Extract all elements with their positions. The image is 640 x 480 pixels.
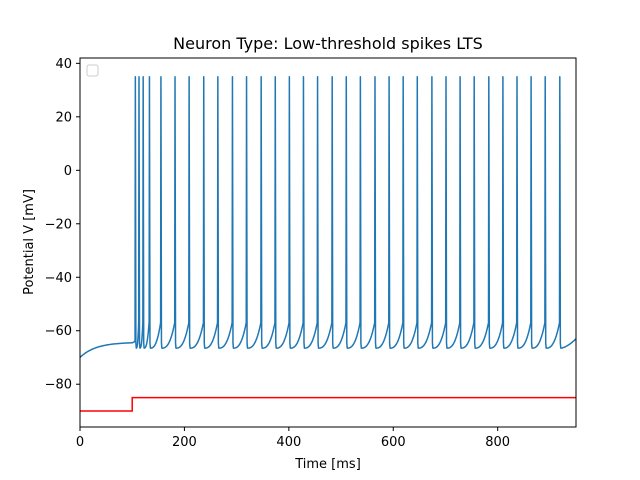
chart-title: Neuron Type: Low-threshold spikes LTS [173,34,483,53]
x-tick-label: 200 [172,435,197,450]
legend-box [86,64,99,77]
x-axis-ticks: 0 200 400 600 800 [76,427,510,450]
x-tick-label: 800 [485,435,510,450]
series-line-stimulus [80,396,576,412]
y-tick-label: −80 [45,378,72,393]
y-tick-label: −60 [45,324,72,339]
x-tick-label: 400 [276,435,301,450]
x-tick-label: 0 [76,435,84,450]
y-tick-label: −20 [45,217,72,232]
y-tick-label: 40 [55,57,72,72]
y-tick-label: 0 [64,164,72,179]
axes-frame [79,57,577,428]
y-tick-label: 20 [55,110,72,125]
x-tick-label: 600 [381,435,406,450]
y-axis-ticks: −80 −60 −40 −20 0 20 40 [45,57,80,393]
y-tick-label: −40 [45,271,72,286]
y-axis-label: Potential V [mV] [22,189,37,295]
x-axis-label: Time [ms] [294,457,361,472]
series-line-potential [79,75,577,359]
series-layer [79,75,577,412]
